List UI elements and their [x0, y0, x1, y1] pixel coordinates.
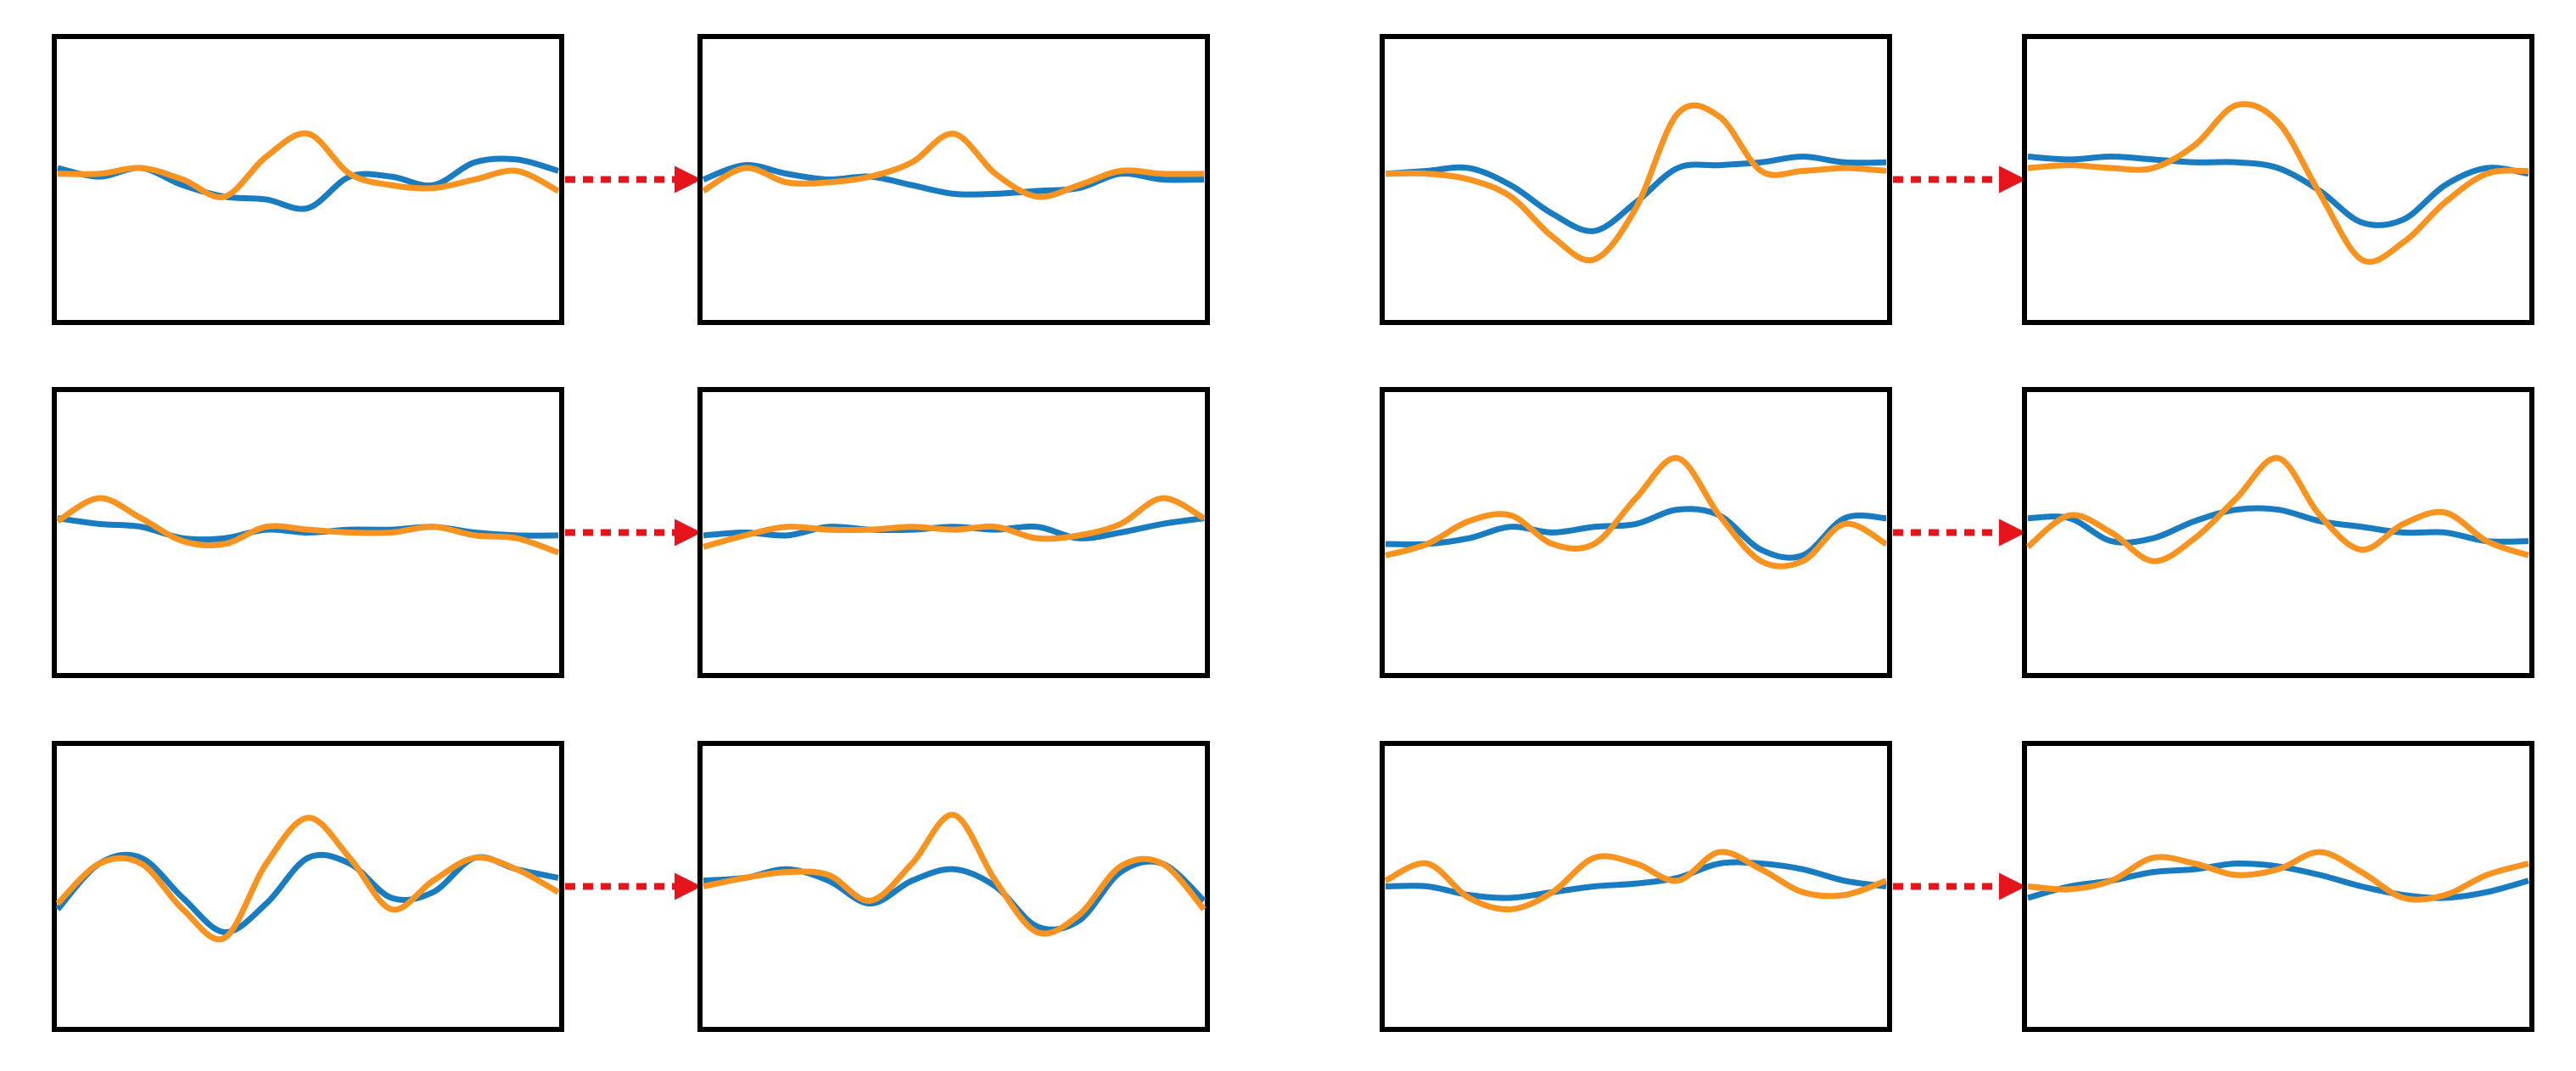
signal-line [2027, 505, 2529, 546]
panel-frame [2022, 34, 2534, 325]
signal-line [1385, 102, 1887, 264]
panel-frame [1380, 387, 1892, 678]
panel-frame [1380, 741, 1892, 1032]
signal-line [56, 495, 560, 556]
panel-frame [1380, 34, 1892, 325]
signal-line [703, 495, 1206, 550]
signal-line [57, 130, 560, 200]
signal-line [55, 815, 560, 943]
signal-line [1385, 455, 1888, 569]
signal-line [2027, 154, 2529, 228]
panel-frame [2022, 741, 2534, 1032]
panel-frame [52, 741, 564, 1032]
panel-frame [697, 741, 1210, 1032]
signal-line [1384, 849, 1888, 913]
signal-line [2025, 455, 2530, 564]
signal-line [703, 811, 1207, 937]
signal-line [2027, 101, 2529, 265]
signal-line [1385, 506, 1887, 561]
signal-line [702, 131, 1205, 200]
signal-line [2027, 849, 2529, 903]
